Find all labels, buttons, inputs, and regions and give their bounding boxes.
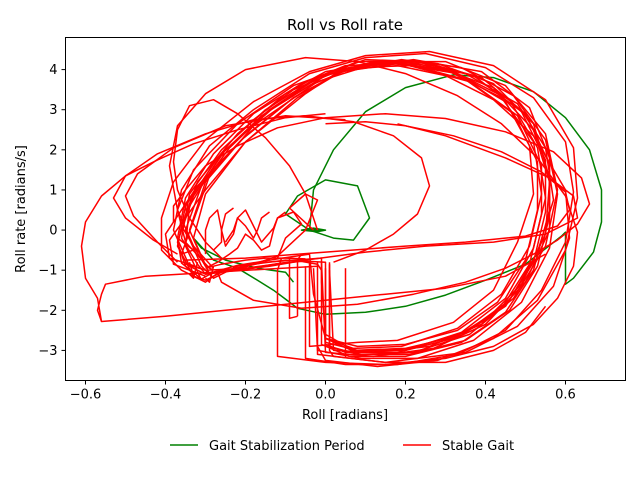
y-tick-label: 2 [49, 143, 57, 158]
series-line-stable-gait [188, 262, 199, 279]
series-stable-gait [80, 50, 591, 368]
series-line-stable-gait [172, 112, 591, 310]
series-line-stable-gait [296, 253, 303, 317]
series-line-stable-gait [172, 98, 319, 259]
series-line-stable-gait [224, 211, 270, 243]
series-line-stable-gait [164, 58, 559, 360]
x-tick-label: −0.6 [70, 388, 102, 403]
series-line-stable-gait [177, 62, 535, 348]
y-tick-label: −1 [38, 264, 57, 279]
y-axis: −3 −2 −1 0 1 2 3 4 [38, 63, 66, 359]
x-tick-label: 0.0 [315, 388, 336, 403]
y-tick-label: −3 [38, 344, 57, 359]
series-line-stable-gait [168, 58, 551, 358]
legend: Gait Stabilization Period Stable Gait [170, 439, 514, 454]
series-line-stable-gait [176, 60, 551, 358]
y-tick-label: 1 [49, 183, 57, 198]
x-tick-label: 0.2 [395, 388, 416, 403]
series-line-stable-gait [185, 123, 579, 271]
x-tick-label: −0.2 [230, 388, 262, 403]
y-tick-label: 3 [49, 103, 57, 118]
x-axis-label: Roll [radians] [302, 408, 388, 423]
legend-label-stable-gait: Stable Gait [442, 439, 514, 454]
y-tick-label: −2 [38, 304, 57, 319]
series-line-stable-gait [188, 60, 559, 356]
series-line-stable-gait [212, 207, 234, 251]
series-line-stable-gait [205, 211, 286, 269]
series-line-stable-gait [176, 62, 539, 348]
y-tick-label: 0 [49, 224, 57, 239]
series-line-stable-gait [124, 114, 346, 263]
series-line-stable-gait [204, 209, 303, 259]
series-line-stable-gait [204, 266, 215, 283]
legend-label-gait-stabilization: Gait Stabilization Period [209, 439, 365, 454]
y-axis-label: Roll rate [radians/s] [14, 145, 29, 273]
y-tick-label: 4 [49, 63, 57, 78]
series-line-stable-gait [80, 112, 326, 322]
plot-frame [65, 37, 626, 381]
chart-title: Roll vs Roll rate [287, 16, 403, 34]
series-line-stable-gait [160, 50, 579, 368]
x-tick-label: −0.4 [150, 388, 182, 403]
x-tick-label: 0.6 [555, 388, 576, 403]
plot-area [80, 50, 603, 368]
series-line-stable-gait [288, 258, 298, 320]
x-tick-label: 0.4 [475, 388, 496, 403]
series-line-stable-gait [180, 60, 543, 350]
series-line-stable-gait [188, 261, 222, 283]
x-axis: −0.6 −0.4 −0.2 0.0 0.2 0.4 0.6 [70, 380, 576, 403]
